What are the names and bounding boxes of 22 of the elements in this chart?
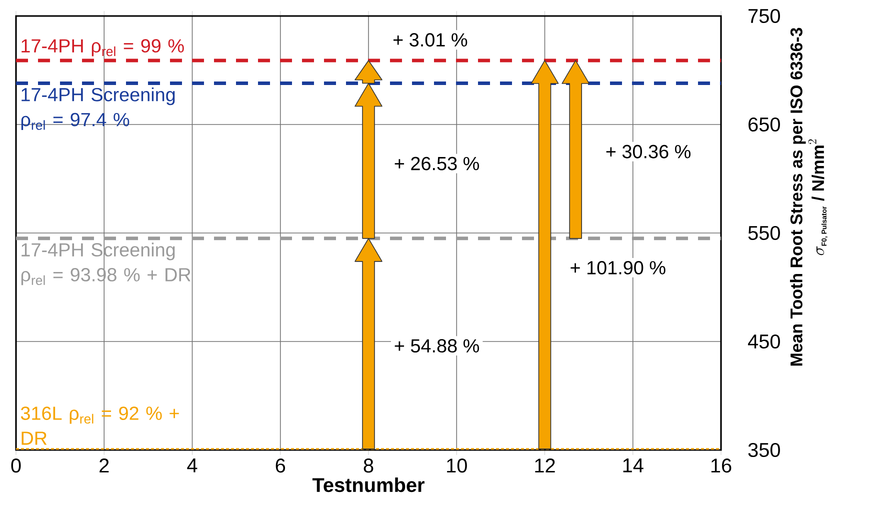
y-tick-label: 550 (748, 226, 780, 240)
annotation: + 54.88 % (394, 339, 479, 353)
x-axis-title: Testnumber (312, 477, 424, 492)
x-tick-label: 12 (535, 458, 555, 472)
x-tick-label: 10 (447, 458, 467, 473)
annotation: + 26.53 % (394, 156, 479, 170)
y-tick-label: 350 (748, 442, 780, 458)
y-axis-title: $\begin{array}{c}\mbox{Mean Tooth Root Stress as per ISO 6336-3}\\ \sigma_{\mbox{\scriptsize F0, Pulsator}}\ \mbox{/ N/mm}^{2}\end{array}$ (790, 28, 828, 366)
x-tick-label: 6 (276, 458, 286, 473)
x-tick-label: 14 (623, 458, 644, 472)
y-tick-label: 650 (748, 117, 780, 132)
x-tick-label: 16 (711, 458, 732, 473)
y-tick-label: 750 (748, 8, 780, 24)
y-tick-label: 450 (748, 334, 780, 349)
text: 316L ρ$_{rel}$ = 92 % + DR (20, 406, 179, 445)
x-tick-label: 4 (187, 458, 198, 472)
annotation: + 101.90 % (570, 261, 666, 274)
annotation: + 30.36 % (606, 144, 690, 158)
x-tick-label: 0 (11, 458, 21, 473)
x-tick-label: 8 (364, 458, 374, 473)
x-tick-label: 2 (100, 458, 109, 472)
annotation: + 3.01 % (393, 33, 468, 47)
